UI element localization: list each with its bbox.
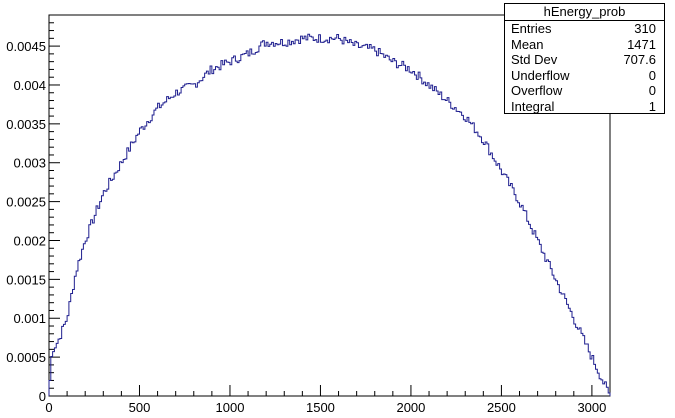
x-tick-label: 1500 [306,400,335,415]
y-tick-label: 0.0045 [6,39,46,54]
x-tick-label: 3000 [577,400,606,415]
stats-title: hEnergy_prob [505,4,664,21]
x-tick-label: 2000 [396,400,425,415]
stats-label-integral: Integral [511,98,555,114]
stats-row-integral: Integral 1 [505,99,664,115]
stats-value-integral: 1 [648,98,656,114]
plot-frame [48,14,611,397]
y-tick-label: 0 [39,389,46,404]
stats-row-underflow: Underflow 0 [505,68,664,84]
y-tick-label: 0.0005 [6,350,46,365]
y-tick-label: 0.004 [13,78,46,93]
stats-label-mean: Mean [511,36,544,52]
stats-label-overflow: Overflow [511,83,563,98]
stats-row-stddev: Std Dev 707.6 [505,52,664,68]
stats-label-underflow: Underflow [511,67,570,83]
axes: 0 500 1000 1500 2000 2500 3000 0 0.0005 0.001 0.00… [6,14,611,415]
x-tick-label: 500 [129,400,151,415]
stats-value-mean: 1471 [627,36,656,52]
stats-value-stddev: 707.6 [623,52,656,67]
stats-value-overflow: 0 [648,83,656,98]
stats-row-entries: Entries 310 [505,21,664,37]
x-tick-label: 0 [45,400,52,415]
stats-value-entries: 310 [634,21,656,36]
stats-box: hEnergy_prob Entries 310 Mean 1471 Std D… [504,3,665,114]
y-tick-label: 0.0025 [6,195,46,210]
y-tick-label: 0.003 [13,156,46,171]
x-tick-label: 1000 [216,400,245,415]
y-tick-label: 0.001 [13,311,46,326]
x-tick-label: 2500 [487,400,516,415]
histogram-line [48,33,611,396]
stats-label-entries: Entries [511,21,552,36]
y-tick-label: 0.0035 [6,117,46,132]
stats-value-underflow: 0 [648,67,656,83]
stats-row-mean: Mean 1471 [505,37,664,53]
stats-row-overflow: Overflow 0 [505,83,664,99]
y-tick-label: 0.002 [13,233,46,248]
stats-label-stddev: Std Dev [511,52,558,67]
y-tick-label: 0.0015 [6,272,46,287]
